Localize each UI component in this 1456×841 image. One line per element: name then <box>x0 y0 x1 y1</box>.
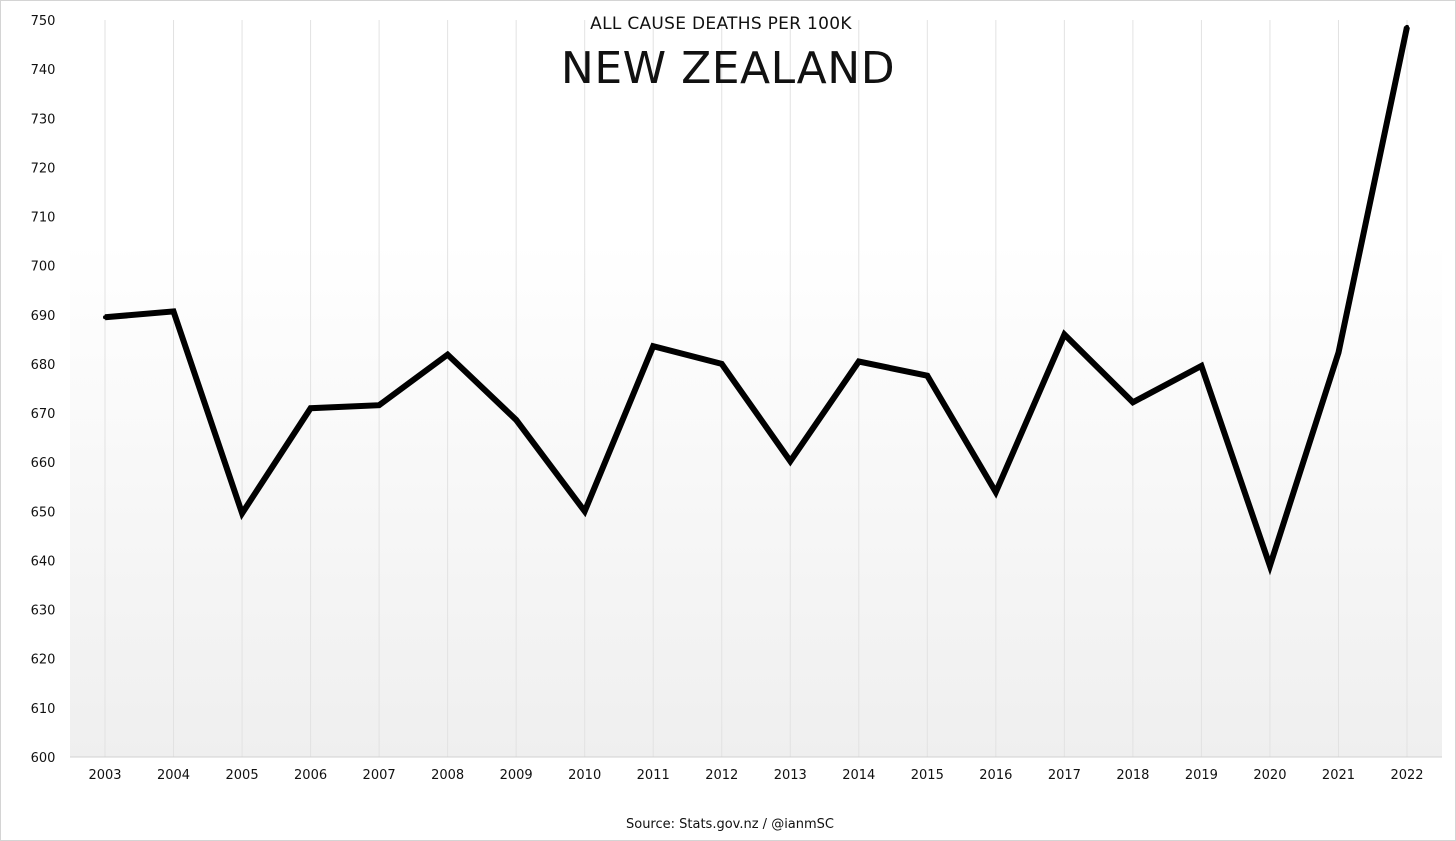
data-point-2008 <box>445 352 450 357</box>
x-tick-label: 2010 <box>568 768 601 783</box>
y-tick-label: 610 <box>31 702 56 717</box>
y-tick-label: 670 <box>31 407 56 422</box>
x-tick-label: 2007 <box>363 768 396 783</box>
x-tick-label: 2021 <box>1322 768 1355 783</box>
x-tick-label: 2004 <box>157 768 190 783</box>
data-point-2006 <box>308 406 313 411</box>
x-tick-label: 2015 <box>911 768 944 783</box>
x-tick-label: 2008 <box>431 768 464 783</box>
data-point-2005 <box>240 511 245 516</box>
x-tick-label: 2019 <box>1185 768 1218 783</box>
data-point-2003 <box>103 315 107 320</box>
y-tick-label: 710 <box>31 211 56 226</box>
x-tick-label: 2009 <box>500 768 533 783</box>
grid-lines <box>70 20 1442 758</box>
y-tick-label: 730 <box>31 112 56 127</box>
x-tick-label: 2013 <box>774 768 807 783</box>
y-tick-label: 640 <box>31 554 56 569</box>
x-tick-label: 2022 <box>1390 768 1423 783</box>
data-point-2017 <box>1062 332 1067 337</box>
data-point-2016 <box>993 490 998 495</box>
x-tick-label: 2017 <box>1048 768 1081 783</box>
x-tick-label: 2011 <box>637 768 670 783</box>
data-point-2021 <box>1336 350 1341 355</box>
data-point-2019 <box>1199 363 1204 368</box>
y-tick-label: 740 <box>31 63 56 78</box>
data-point-2015 <box>925 373 930 378</box>
y-tick-label: 620 <box>31 653 56 668</box>
x-tick-label: 2014 <box>842 768 875 783</box>
y-tick-label: 690 <box>31 309 56 324</box>
x-tick-label: 2018 <box>1116 768 1149 783</box>
data-point-2014 <box>856 359 861 364</box>
y-tick-label: 720 <box>31 161 56 176</box>
chart-subtitle: ALL CAUSE DEATHS PER 100K <box>590 14 852 34</box>
plot-background <box>70 20 1442 757</box>
y-tick-label: 600 <box>31 751 56 766</box>
x-tick-label: 2012 <box>705 768 738 783</box>
x-tick-label: 2005 <box>226 768 259 783</box>
x-axis-ticks: 2003 2004 2005 2006 2007 2008 2009 2010 2011 2012… <box>88 768 1423 783</box>
data-point-2010 <box>582 509 587 514</box>
x-tick-label: 2020 <box>1253 768 1286 783</box>
y-axis-ticks: 600 610 620 630 640 650 660 670 680 690 700 710 720 7… <box>31 14 56 766</box>
series-layer <box>103 24 1410 576</box>
y-tick-label: 700 <box>31 260 56 275</box>
y-tick-label: 630 <box>31 604 56 619</box>
data-point-2013 <box>788 459 793 464</box>
chart-title: NEW ZEALAND <box>561 43 895 94</box>
data-point-2011 <box>651 344 656 349</box>
data-point-2018 <box>1130 400 1135 405</box>
data-point-2009 <box>514 417 519 422</box>
data-point-2004 <box>171 309 176 314</box>
data-point-2007 <box>377 403 382 408</box>
y-tick-label: 660 <box>31 456 56 471</box>
source-credit: Source: Stats.gov.nz / @ianmSC <box>626 817 834 832</box>
data-point-2022 <box>1405 24 1409 29</box>
data-point-2020 <box>1267 563 1272 568</box>
x-tick-label: 2016 <box>979 768 1012 783</box>
y-tick-label: 750 <box>31 14 56 29</box>
x-tick-label: 2006 <box>294 768 327 783</box>
y-tick-label: 680 <box>31 358 56 373</box>
x-tick-label: 2003 <box>88 768 121 783</box>
y-tick-label: 650 <box>31 505 56 520</box>
series-line <box>104 26 1410 576</box>
data-point-2012 <box>719 361 724 366</box>
